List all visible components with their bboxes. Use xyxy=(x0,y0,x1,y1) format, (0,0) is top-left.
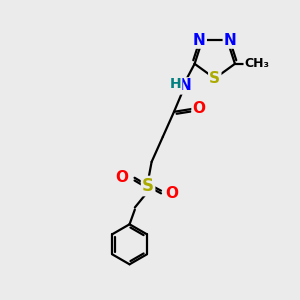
Text: N: N xyxy=(193,33,206,48)
Text: O: O xyxy=(166,186,179,201)
Text: O: O xyxy=(193,101,206,116)
Text: O: O xyxy=(116,170,129,185)
Text: S: S xyxy=(142,177,154,195)
Text: N: N xyxy=(178,78,191,93)
Text: CH₃: CH₃ xyxy=(244,57,269,70)
Text: H: H xyxy=(170,77,181,91)
Text: N: N xyxy=(224,33,237,48)
Text: S: S xyxy=(209,71,220,86)
